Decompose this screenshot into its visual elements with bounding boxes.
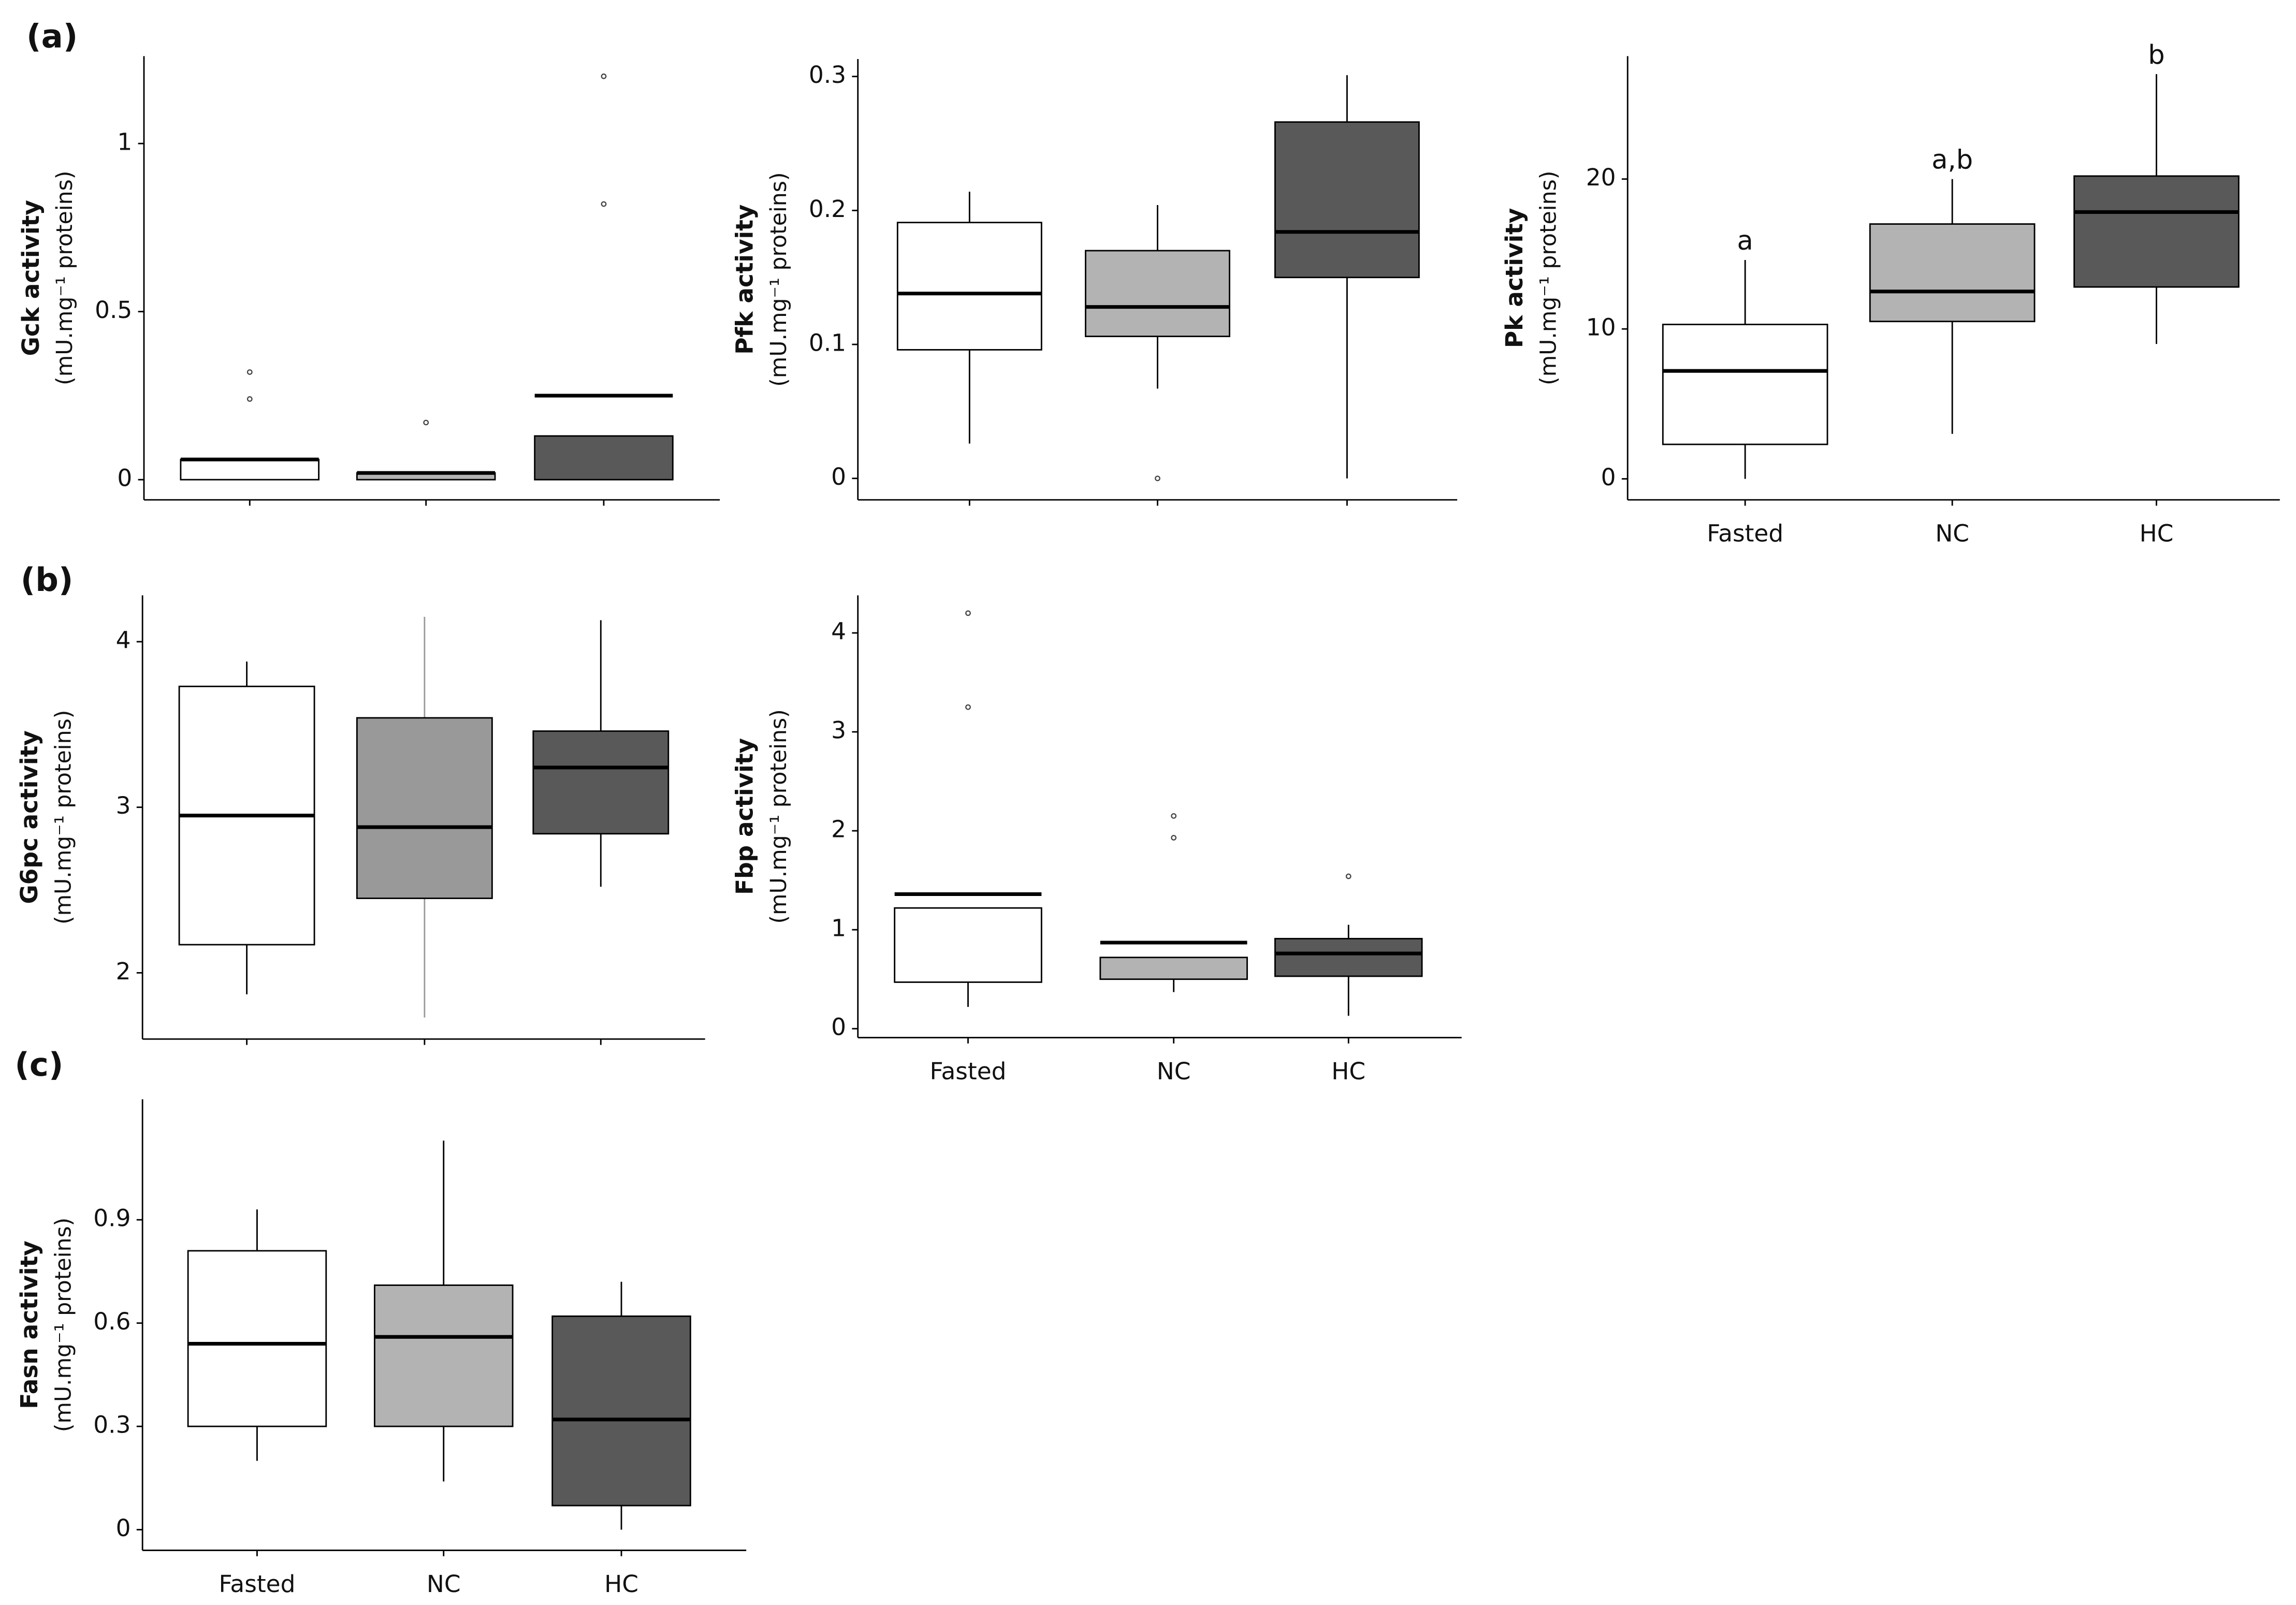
outlier — [965, 610, 971, 616]
x-tick-label: Fasted — [930, 1058, 1007, 1085]
y-axis-unit: (mU.mg⁻¹ proteins) — [51, 710, 76, 924]
y-axis-unit: (mU.mg⁻¹ proteins) — [51, 1218, 76, 1432]
box — [1099, 957, 1248, 980]
y-tick-label: 0 — [1601, 464, 1616, 491]
box — [1869, 223, 2036, 323]
x-tick-label: NC — [427, 1570, 461, 1598]
outlier — [246, 396, 253, 402]
x-tick-label: HC — [604, 1570, 638, 1598]
y-axis-unit: (mU.mg⁻¹ proteins) — [52, 171, 78, 385]
x-tick-label: Fasted — [1707, 520, 1783, 547]
box — [1274, 937, 1423, 977]
y-tick-label: 0 — [117, 465, 132, 492]
box — [180, 458, 320, 481]
outlier — [965, 704, 971, 710]
y-tick-label: 2 — [831, 816, 846, 843]
box — [896, 222, 1042, 351]
outlier — [1345, 873, 1352, 879]
y-tick-label: 0.2 — [809, 195, 846, 223]
x-tick-label: NC — [1935, 520, 1969, 547]
y-tick-label: 20 — [1586, 164, 1616, 191]
box — [373, 1284, 514, 1427]
y-tick-label: 0 — [831, 463, 846, 490]
box — [894, 907, 1042, 983]
outlier — [1155, 475, 1160, 482]
box — [532, 730, 670, 835]
chart: Pfk activity (mU.mg⁻¹ proteins) 0 0.1 0.2 0.3 — [731, 59, 1458, 506]
y-axis-unit: (mU.mg⁻¹ proteins) — [766, 709, 792, 923]
outlier — [1171, 835, 1177, 841]
chart: Fbp activity (mU.mg⁻¹ proteins) 0 1 2 3 4 Faste… — [731, 595, 1462, 1085]
box — [356, 717, 493, 899]
annotation: b — [2148, 40, 2164, 70]
y-tick-label: 2 — [116, 958, 131, 985]
box — [1085, 250, 1230, 337]
y-axis-title: Fasn activity — [16, 1240, 43, 1409]
x-tick-label: HC — [1331, 1058, 1365, 1085]
y-tick-label: 10 — [1586, 314, 1616, 341]
y-tick-label: 0.3 — [93, 1411, 130, 1439]
x-tick-label: NC — [1157, 1058, 1191, 1085]
box — [2073, 175, 2240, 288]
outlier — [1171, 813, 1177, 819]
x-tick-label: HC — [2140, 520, 2174, 547]
y-tick-label: 0.1 — [809, 329, 846, 357]
y-axis-title: Pfk activity — [731, 205, 759, 355]
box — [1662, 324, 1828, 445]
y-tick-label: 4 — [831, 618, 846, 645]
y-axis-title: Pk activity — [1501, 208, 1528, 348]
y-tick-label: 0.6 — [93, 1308, 130, 1335]
chart: Gck activity (mU.mg⁻¹ proteins) 0 0.5 1 — [17, 56, 720, 506]
y-tick-label: 3 — [116, 792, 131, 819]
y-tick-label: 0.9 — [93, 1205, 130, 1232]
y-tick-label: 1 — [831, 915, 846, 942]
y-tick-label: 4 — [116, 627, 131, 654]
y-axis-title: Gck activity — [17, 200, 45, 356]
box — [1274, 121, 1420, 279]
box — [187, 1250, 327, 1427]
panel-label: (c) — [14, 1046, 63, 1083]
chart: Fasn activity (mU.mg⁻¹ proteins) 0 0.3 0.6 0.… — [16, 1099, 747, 1598]
y-tick-label: 0.3 — [809, 61, 846, 89]
y-tick-label: 0.5 — [95, 296, 132, 324]
outlier — [601, 201, 607, 207]
box — [534, 435, 674, 481]
x-tick-label: Fasted — [219, 1570, 296, 1598]
annotation: a,b — [1931, 145, 1973, 176]
y-axis-unit: (mU.mg⁻¹ proteins) — [766, 172, 792, 386]
y-axis-title: G6pc activity — [16, 730, 43, 904]
y-axis-unit: (mU.mg⁻¹ proteins) — [1536, 171, 1561, 385]
chart: Pk activity (mU.mg⁻¹ proteins) 0 10 20 Fasted… — [1501, 40, 2280, 547]
annotation: a — [1737, 226, 1753, 256]
chart: G6pc activity (mU.mg⁻¹ proteins) 2 3 4 — [16, 595, 705, 1045]
y-tick-label: 0 — [116, 1514, 131, 1542]
y-axis-title: Fbp activity — [731, 738, 759, 895]
panel-label: (b) — [21, 561, 74, 599]
box — [551, 1315, 691, 1507]
outlier — [601, 73, 607, 79]
outlier — [423, 420, 429, 426]
panel-label: (a) — [26, 17, 78, 55]
outlier — [246, 369, 253, 375]
y-tick-label: 1 — [117, 128, 132, 156]
y-tick-label: 3 — [831, 717, 846, 744]
y-tick-label: 0 — [831, 1014, 846, 1041]
